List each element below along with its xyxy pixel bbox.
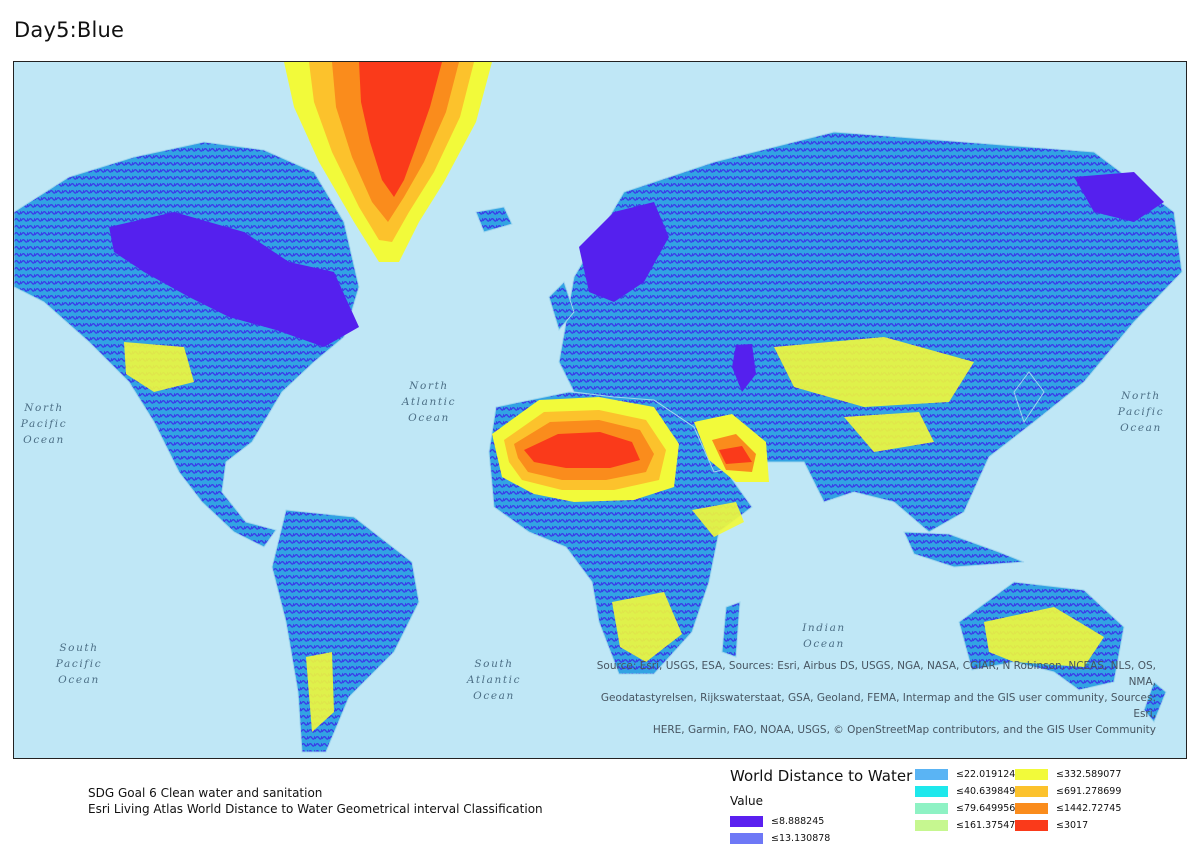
horn-of-africa-dry bbox=[692, 502, 744, 537]
legend-title: World Distance to Water bbox=[730, 767, 913, 785]
ocean-label-line: Pacific bbox=[55, 658, 103, 670]
indian-ocean-label: Indian Ocean bbox=[784, 620, 864, 652]
legend-label: ≤22.019124 bbox=[956, 768, 1016, 780]
canadian-shield bbox=[109, 212, 359, 347]
legend-label: ≤8.888245 bbox=[771, 815, 825, 827]
legend-label: ≤691.278699 bbox=[1056, 785, 1122, 797]
great-plains-dry bbox=[124, 342, 194, 392]
ocean-label-line: North bbox=[409, 380, 449, 392]
world-map-raster bbox=[14, 62, 1186, 758]
legend-swatch bbox=[1015, 785, 1048, 797]
ocean-label-line: Atlantic bbox=[401, 396, 457, 408]
legend-swatch bbox=[1015, 819, 1048, 831]
ocean-label-line: Ocean bbox=[23, 434, 65, 446]
dense-water-regions bbox=[109, 172, 1164, 392]
legend-swatch bbox=[915, 802, 948, 814]
north-america bbox=[14, 141, 360, 548]
north-pacific-ocean-label: North Pacific Ocean bbox=[14, 400, 74, 448]
legend-swatch bbox=[915, 785, 948, 797]
legend-label: ≤1442.72745 bbox=[1056, 802, 1122, 814]
north-atlantic-ocean-label: North Atlantic Ocean bbox=[389, 378, 469, 426]
indonesia bbox=[903, 531, 1025, 568]
madagascar bbox=[721, 601, 741, 658]
legend-item: ≤161.375478 bbox=[915, 819, 1021, 831]
dry-regions bbox=[124, 337, 1104, 732]
south-atlantic-ocean-label: South Atlantic Ocean bbox=[454, 656, 534, 704]
legend-label: ≤161.375478 bbox=[956, 819, 1022, 831]
ocean-label-line: Ocean bbox=[58, 674, 100, 686]
south-america bbox=[271, 509, 420, 753]
legend-swatch bbox=[915, 768, 948, 780]
patagonia-dry bbox=[306, 652, 334, 732]
legend-item: ≤1442.72745 bbox=[1015, 802, 1121, 814]
legend-label: ≤79.649956 bbox=[956, 802, 1016, 814]
greenland-distance-bands bbox=[284, 62, 492, 262]
attribution-line: HERE, Garmin, FAO, NOAA, USGS, © OpenStr… bbox=[652, 724, 1156, 736]
caspian-sea bbox=[732, 344, 756, 392]
legend-item: ≤691.278699 bbox=[1015, 785, 1121, 797]
legend-subtitle: Value bbox=[730, 794, 763, 808]
ocean-label-line: Ocean bbox=[1120, 422, 1162, 434]
ocean-label-line: Atlantic bbox=[466, 674, 522, 686]
legend-item: ≤22.019124 bbox=[915, 768, 1015, 780]
new-zealand bbox=[1143, 681, 1167, 723]
legend-label: ≤3017 bbox=[1056, 819, 1089, 831]
legend-label: ≤40.639849 bbox=[956, 785, 1016, 797]
british-isles bbox=[548, 281, 575, 332]
description-line-goal: SDG Goal 6 Clean water and sanitation bbox=[88, 786, 323, 800]
ocean-label-line: North bbox=[1121, 390, 1161, 402]
map-view[interactable]: North Pacific Ocean North Atlantic Ocean North… bbox=[13, 61, 1187, 759]
iceland bbox=[475, 206, 513, 233]
legend-swatch bbox=[730, 832, 763, 844]
tibet-dry bbox=[844, 412, 934, 452]
attribution-line: Source: Esri, USGS, ESA, Sources: Esri, … bbox=[596, 660, 1156, 688]
east-siberia bbox=[1074, 172, 1164, 222]
sahara-distance-bands bbox=[492, 397, 679, 502]
legend-item: ≤79.649956 bbox=[915, 802, 1015, 814]
ocean-label-line: Indian bbox=[802, 622, 846, 634]
map-attribution: Source: Esri, USGS, ESA, Sources: Esri, … bbox=[576, 658, 1156, 738]
legend-item: ≤3017 bbox=[1015, 819, 1088, 831]
legend-swatch bbox=[915, 819, 948, 831]
legend-swatch bbox=[730, 815, 763, 827]
ocean-label-line: Pacific bbox=[20, 418, 68, 430]
legend-label: ≤13.130878 bbox=[771, 832, 831, 844]
map-description: SDG Goal 6 Clean water and sanitation Es… bbox=[88, 785, 543, 817]
ocean-label-line: North bbox=[24, 402, 64, 414]
attribution-line: Geodatastyrelsen, Rijkswaterstaat, GSA, … bbox=[600, 692, 1156, 720]
legend-label: ≤332.589077 bbox=[1056, 768, 1122, 780]
map-title: Day5:Blue bbox=[14, 18, 125, 42]
north-pacific-ocean-east-label: North Pacific Ocean bbox=[1106, 388, 1176, 436]
australia-dry bbox=[984, 607, 1104, 667]
legend-swatch bbox=[1015, 768, 1048, 780]
ocean-label-line: South bbox=[474, 658, 514, 670]
japan bbox=[1013, 371, 1045, 424]
ocean-label-line: Ocean bbox=[408, 412, 450, 424]
scandinavia bbox=[579, 202, 669, 302]
arabia-distance-bands bbox=[694, 414, 769, 482]
south-pacific-ocean-label: South Pacific Ocean bbox=[44, 640, 114, 688]
ocean-label-line: Ocean bbox=[473, 690, 515, 702]
kalahari-dry bbox=[612, 592, 682, 662]
legend-item: ≤40.639849 bbox=[915, 785, 1015, 797]
legend-item: ≤332.589077 bbox=[1015, 768, 1121, 780]
ocean-label-line: South bbox=[59, 642, 99, 654]
central-asia-dry bbox=[774, 337, 974, 407]
legend-swatch bbox=[1015, 802, 1048, 814]
ocean-label-line: Ocean bbox=[803, 638, 845, 650]
ocean-label-line: Pacific bbox=[1117, 406, 1165, 418]
legend-item: ≤8.888245 bbox=[730, 815, 824, 827]
legend-item: ≤13.130878 bbox=[730, 832, 830, 844]
description-line-classification: Esri Living Atlas World Distance to Wate… bbox=[88, 802, 543, 816]
